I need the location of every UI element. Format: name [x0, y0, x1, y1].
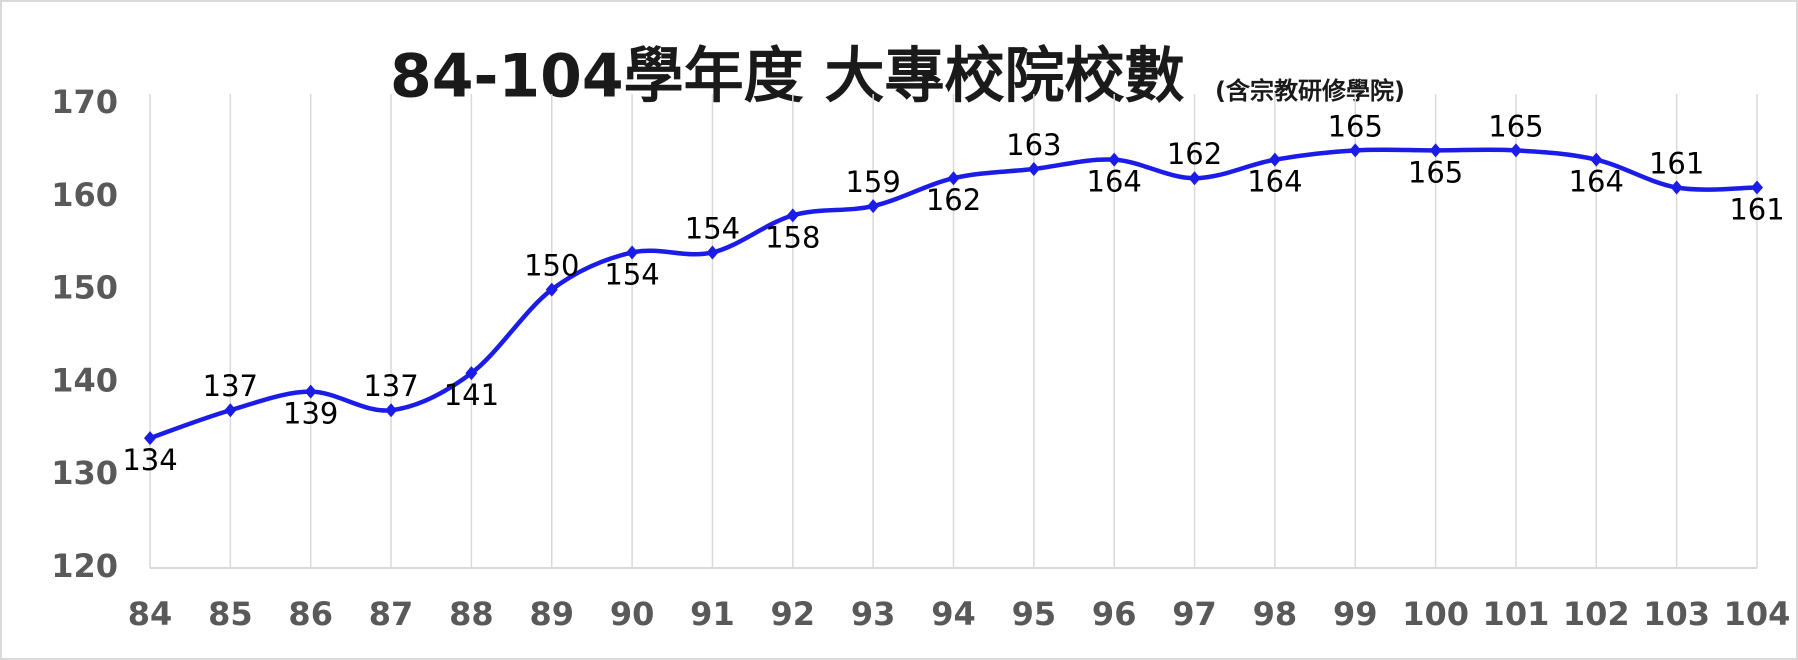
- data-label: 165: [1488, 109, 1543, 143]
- x-tick-label: 95: [1012, 595, 1057, 633]
- x-tick-label: 91: [690, 595, 735, 633]
- data-label: 162: [926, 183, 981, 217]
- chart-subtitle: (含宗教研修學院): [1215, 77, 1405, 105]
- x-tick-label: 97: [1172, 595, 1217, 633]
- data-label: 137: [203, 369, 258, 403]
- x-tick-label: 89: [529, 595, 574, 633]
- y-tick-label: 130: [51, 454, 118, 492]
- chart-title: 84-104學年度 大專校院校數: [390, 42, 1185, 112]
- data-label: 154: [685, 211, 740, 245]
- x-tick-label: 103: [1643, 595, 1710, 633]
- x-tick-label: 93: [851, 595, 896, 633]
- x-tick-label: 85: [208, 595, 253, 633]
- x-tick-label: 98: [1253, 595, 1298, 633]
- x-tick-label: 94: [931, 595, 976, 633]
- x-tick-label: 87: [369, 595, 414, 633]
- data-label: 134: [122, 443, 177, 477]
- x-tick-label: 90: [610, 595, 655, 633]
- data-label: 163: [1006, 128, 1061, 162]
- data-label: 150: [524, 249, 579, 283]
- x-tick-label: 96: [1092, 595, 1137, 633]
- y-tick-label: 170: [51, 83, 118, 121]
- y-tick-label: 160: [51, 176, 118, 214]
- y-tick-label: 120: [51, 547, 118, 585]
- data-label: 165: [1328, 109, 1383, 143]
- data-label: 158: [765, 220, 820, 254]
- page: {"chart_data": {"type": "line", "title":…: [0, 0, 1798, 660]
- x-tick-label: 101: [1483, 595, 1550, 633]
- x-tick-label: 92: [771, 595, 816, 633]
- data-label: 161: [1729, 193, 1784, 227]
- x-tick-label: 99: [1333, 595, 1378, 633]
- chart: 84-104學年度 大專校院校數 (含宗教研修學院) 84 85 86 87 88 89 9…: [0, 0, 1798, 660]
- data-label: 164: [1087, 165, 1142, 199]
- data-label: 154: [604, 257, 659, 291]
- y-tick-label: 140: [51, 361, 118, 399]
- data-label: 164: [1247, 165, 1302, 199]
- data-label: 141: [444, 378, 499, 412]
- data-label: 162: [1167, 137, 1222, 171]
- data-label: 165: [1408, 155, 1463, 189]
- data-label: 161: [1649, 147, 1704, 181]
- x-tick-label: 88: [449, 595, 494, 633]
- y-tick-label: 150: [51, 269, 118, 307]
- data-label: 137: [363, 369, 418, 403]
- x-tick-label: 100: [1402, 595, 1469, 633]
- x-tick-label: 102: [1563, 595, 1630, 633]
- x-tick-label: 104: [1724, 595, 1791, 633]
- x-tick-label: 84: [128, 595, 173, 633]
- data-label: 139: [283, 397, 338, 431]
- data-label: 159: [845, 165, 900, 199]
- x-tick-label: 86: [288, 595, 333, 633]
- data-label: 164: [1569, 165, 1624, 199]
